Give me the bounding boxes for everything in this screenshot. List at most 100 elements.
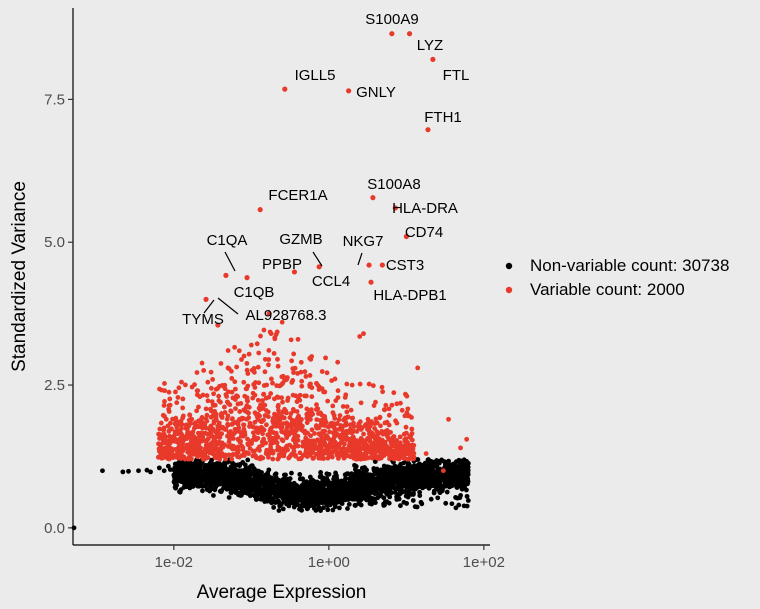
point-variable: [189, 384, 195, 390]
point-variable: [348, 407, 354, 413]
point-variable: [298, 359, 304, 365]
point-variable: [230, 446, 236, 452]
point-nonvariable: [382, 479, 388, 485]
point-variable: [229, 433, 234, 438]
point-variable: [327, 444, 333, 450]
point-variable: [382, 420, 388, 426]
point-nonvariable: [324, 471, 330, 477]
point-variable: [208, 369, 214, 375]
point-nonvariable: [238, 475, 244, 481]
point-variable: [266, 348, 272, 353]
point-variable: [288, 337, 294, 343]
point-variable: [195, 454, 201, 460]
point-nonvariable: [453, 495, 458, 500]
point-variable: [358, 400, 364, 406]
point-variable: [291, 419, 297, 425]
point-variable: [378, 423, 383, 429]
point-nonvariable: [457, 471, 463, 477]
point-variable: [191, 434, 197, 439]
point-nonvariable: [242, 485, 248, 490]
point-nonvariable: [184, 478, 190, 483]
point-variable: [166, 389, 172, 395]
point-variable: [232, 397, 238, 402]
point-variable: [322, 417, 328, 422]
point-variable: [316, 411, 321, 416]
point-nonvariable: [369, 475, 375, 480]
point-nonvariable: [435, 495, 441, 501]
point-nonvariable: [444, 463, 450, 469]
point-nonvariable: [434, 486, 439, 491]
point-variable: [275, 444, 281, 450]
point-variable: [397, 434, 403, 440]
point-nonvariable: [181, 484, 187, 490]
point-nonvariable: [400, 489, 406, 495]
point-variable: [411, 450, 417, 456]
point-nonvariable: [331, 477, 337, 482]
point-nonvariable: [465, 498, 471, 503]
point-variable: [336, 417, 342, 423]
point-variable: [161, 447, 167, 452]
point-variable: [207, 431, 213, 437]
point-nonvariable: [182, 464, 188, 470]
point-variable: [386, 447, 392, 453]
point-variable: [200, 392, 206, 398]
point-variable: [283, 432, 289, 438]
point-variable: [298, 427, 304, 432]
point-variable: [307, 452, 313, 458]
point-variable: [344, 415, 350, 420]
point-variable: [199, 360, 205, 366]
point-variable: [245, 450, 251, 456]
point-variable: [365, 416, 371, 422]
point-variable: [173, 389, 178, 395]
point-variable: [340, 404, 346, 409]
point-variable: [351, 424, 357, 429]
point-variable: [174, 430, 180, 436]
point-variable: [196, 424, 202, 430]
point-variable: [225, 365, 231, 371]
point-variable: [370, 383, 376, 389]
point-nonvariable: [245, 457, 251, 463]
point-nonvariable: [372, 470, 378, 476]
point-nonvariable: [455, 484, 461, 490]
point-nonvariable: [362, 495, 367, 501]
point-variable: [264, 382, 270, 388]
point-nonvariable: [426, 485, 432, 491]
point-nonvariable: [394, 478, 400, 483]
point-nonvariable: [202, 483, 208, 489]
point-nonvariable: [278, 501, 284, 507]
point-variable: [389, 455, 395, 460]
point-variable: [410, 443, 415, 449]
point-variable: [266, 362, 271, 368]
point-variable: [275, 356, 280, 362]
point-variable: [294, 399, 300, 405]
point-variable: [322, 389, 328, 395]
point-variable-labeled: [282, 86, 288, 92]
point-variable: [263, 395, 269, 401]
point-nonvariable: [369, 484, 374, 490]
point-variable: [391, 390, 397, 396]
point-variable: [351, 455, 357, 461]
point-nonvariable: [335, 493, 341, 499]
point-nonvariable: [328, 486, 334, 492]
point-nonvariable: [446, 470, 452, 476]
point-nonvariable: [273, 471, 279, 477]
point-variable: [187, 412, 193, 418]
point-nonvariable: [330, 507, 336, 513]
point-variable: [355, 456, 361, 462]
point-variable: [178, 456, 184, 461]
point-variable: [403, 442, 409, 448]
point-variable: [334, 431, 340, 437]
gene-label: AL928768.3: [246, 307, 327, 324]
point-variable: [205, 379, 211, 385]
point-variable: [458, 445, 463, 451]
point-nonvariable: [337, 505, 342, 511]
point-nonvariable: [232, 484, 238, 490]
point-variable: [216, 393, 222, 399]
point-variable: [222, 410, 228, 415]
point-variable: [332, 421, 337, 427]
point-variable: [237, 439, 243, 445]
point-variable: [229, 452, 235, 458]
point-variable: [274, 394, 280, 400]
point-variable: [194, 370, 200, 375]
point-nonvariable: [449, 501, 455, 507]
